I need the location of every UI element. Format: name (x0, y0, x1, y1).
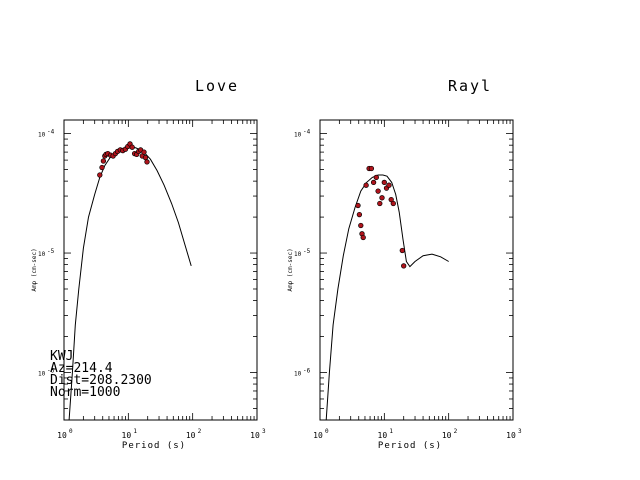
rayl-data-point (355, 202, 361, 209)
rayl-data-point (401, 263, 407, 269)
x-tick-label: 10 (378, 431, 388, 440)
love-data-point (144, 159, 150, 165)
y-tick-exponent: -4 (47, 129, 55, 136)
love-ticks (63, 120, 257, 421)
love-data-point (100, 158, 107, 164)
rayl-data-point (370, 179, 377, 186)
love-y-tick-labels: 10-410-510-6 (38, 129, 55, 378)
y-tick-label: 10 (38, 370, 46, 377)
rayl-data-point (363, 182, 369, 188)
rayl-y-tick-labels: 10-410-510-6 (294, 129, 311, 378)
rayl-data-point (390, 200, 396, 207)
love-y-axis-label: Amp (cm-sec) (31, 248, 38, 291)
love-marks (68, 141, 192, 421)
x-tick-label: 10 (313, 431, 323, 440)
love-data-point (141, 149, 147, 155)
x-tick-label: 10 (250, 431, 260, 440)
rayl-data-point (377, 200, 383, 207)
y-tick-exponent: -5 (303, 248, 311, 255)
love-panel: Love 10 0 10 1 10 2 10 3 10-410-510-6 Period (s… (31, 77, 266, 451)
x-tick-label: 10 (506, 431, 516, 440)
x-tick-exponent: 3 (262, 428, 266, 435)
rayl-data-point (368, 165, 375, 172)
y-tick-label: 10 (294, 251, 302, 258)
rayl-panel: Rayl 10 0 10 1 10 2 10 3 10-410-510-6 Period (s… (287, 77, 522, 451)
rayl-x-tick-labels: 10 0 10 1 10 2 10 3 (313, 428, 522, 440)
love-data-point (99, 164, 105, 171)
rayl-data-point (386, 182, 392, 188)
love-x-tick-labels: 10 0 10 1 10 2 10 3 (57, 428, 266, 440)
x-tick-label: 10 (122, 431, 132, 440)
x-tick-label: 10 (57, 431, 67, 440)
rayl-x-axis-label: Period (s) (378, 441, 442, 451)
rayl-model-curve (325, 174, 449, 421)
x-tick-exponent: 1 (389, 428, 393, 435)
rayl-data-point (373, 174, 379, 181)
love-x-axis-label: Period (s) (122, 441, 186, 451)
x-tick-label: 10 (442, 431, 452, 440)
love-data-point (129, 144, 135, 150)
rayl-data-point (358, 222, 364, 229)
y-tick-exponent: -5 (47, 248, 55, 255)
x-tick-label: 10 (186, 431, 196, 440)
station-code: KWJ (50, 349, 73, 364)
rayl-data-point (360, 234, 366, 241)
love-station-info: KWJ Az=214.4 Dist=208.2300 Norm=1000 (50, 349, 152, 400)
rayl-data-point (375, 188, 381, 194)
rayl-title: Rayl (448, 77, 492, 95)
rayl-data-point (356, 211, 363, 218)
y-tick-label: 10 (38, 132, 46, 139)
rayl-marks (325, 165, 449, 421)
x-tick-exponent: 1 (133, 428, 137, 435)
x-tick-exponent: 2 (198, 428, 202, 435)
x-tick-exponent: 0 (69, 428, 73, 435)
y-tick-label: 10 (294, 132, 302, 139)
y-tick-exponent: -6 (303, 367, 311, 374)
love-data-point (142, 154, 149, 161)
rayl-plot-frame (319, 119, 514, 421)
rayl-data-point (379, 195, 385, 201)
love-plot-frame (63, 119, 258, 421)
love-data-point (97, 172, 103, 178)
x-tick-exponent: 2 (454, 428, 458, 435)
y-tick-exponent: -6 (47, 367, 55, 374)
rayl-ticks (319, 120, 513, 421)
rayl-y-axis-label: Amp (cm-sec) (287, 248, 294, 291)
love-title: Love (195, 77, 239, 95)
y-tick-label: 10 (294, 370, 302, 377)
rayl-data-point (399, 247, 405, 254)
normalization: Norm=1000 (50, 385, 120, 400)
distance: Dist=208.2300 (50, 373, 152, 388)
x-tick-exponent: 3 (518, 428, 522, 435)
x-tick-exponent: 0 (325, 428, 329, 435)
rayl-data-point (381, 179, 387, 186)
azimuth: Az=214.4 (50, 361, 113, 376)
y-tick-exponent: -4 (303, 129, 311, 136)
y-tick-label: 10 (38, 251, 46, 258)
